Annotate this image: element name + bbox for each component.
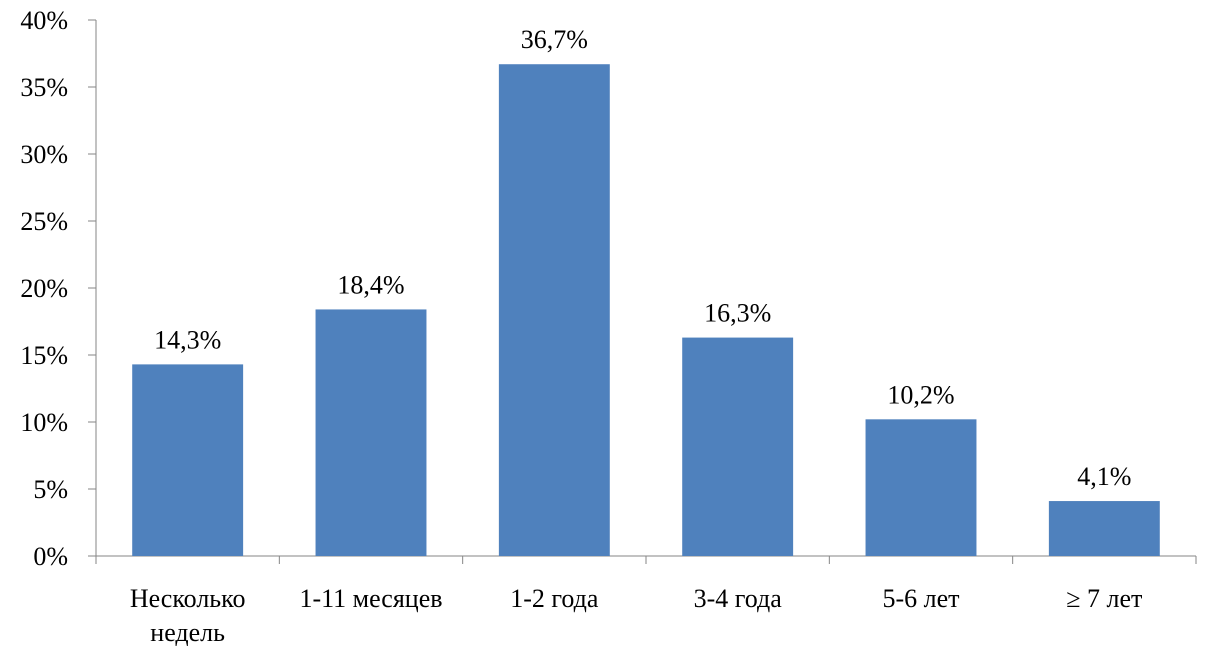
x-axis: Несколько недель 1-11 месяцев 1-2 года 3-4 г… bbox=[95, 555, 1197, 646]
x-tick-label-line: 5-6 лет bbox=[882, 584, 959, 613]
x-tick-label-line: 1-11 месяцев bbox=[299, 584, 442, 613]
bar bbox=[315, 309, 427, 556]
y-tick-label: 20% bbox=[20, 274, 68, 303]
x-tick-label: Несколько недель bbox=[130, 584, 246, 646]
x-tick-label-line: недель bbox=[150, 618, 225, 646]
x-tick-label: 1-11 месяцев bbox=[299, 584, 442, 613]
data-label: 4,1% bbox=[1077, 462, 1131, 491]
data-label: 10,2% bbox=[887, 380, 954, 409]
y-tick-label: 0% bbox=[33, 542, 68, 571]
y-tick-label: 30% bbox=[20, 140, 68, 169]
bars bbox=[132, 64, 1160, 556]
data-label: 18,4% bbox=[337, 270, 404, 299]
data-labels: 14,3% 18,4% 36,7% 16,3% 10,2% 4,1% bbox=[154, 25, 1131, 491]
data-label: 36,7% bbox=[521, 25, 588, 54]
x-tick-label-line: 1-2 года bbox=[510, 584, 599, 613]
y-axis: 0% 5% 10% 15% 20% 25% 30% 35% 40% bbox=[20, 6, 97, 571]
x-tick-label: 5-6 лет bbox=[882, 584, 959, 613]
y-tick-label: 35% bbox=[20, 73, 68, 102]
y-tick-label: 25% bbox=[20, 207, 68, 236]
y-tick-label: 40% bbox=[20, 6, 68, 35]
x-tick-label-line: Несколько bbox=[130, 584, 246, 613]
bar bbox=[132, 364, 244, 556]
x-tick-label-line: ≥ 7 лет bbox=[1066, 584, 1142, 613]
bar bbox=[682, 337, 794, 556]
data-label: 16,3% bbox=[704, 299, 771, 328]
bar bbox=[498, 64, 610, 556]
x-tick-label-line: 3-4 года bbox=[694, 584, 783, 613]
x-tick-label: ≥ 7 лет bbox=[1066, 584, 1142, 613]
bar bbox=[1048, 501, 1160, 556]
x-tick-label: 3-4 года bbox=[694, 584, 783, 613]
y-tick-label: 15% bbox=[20, 341, 68, 370]
x-tick-label: 1-2 года bbox=[510, 584, 599, 613]
y-tick-label: 10% bbox=[20, 408, 68, 437]
bar bbox=[865, 419, 977, 556]
data-label: 14,3% bbox=[154, 325, 221, 354]
y-tick-label: 5% bbox=[33, 475, 68, 504]
